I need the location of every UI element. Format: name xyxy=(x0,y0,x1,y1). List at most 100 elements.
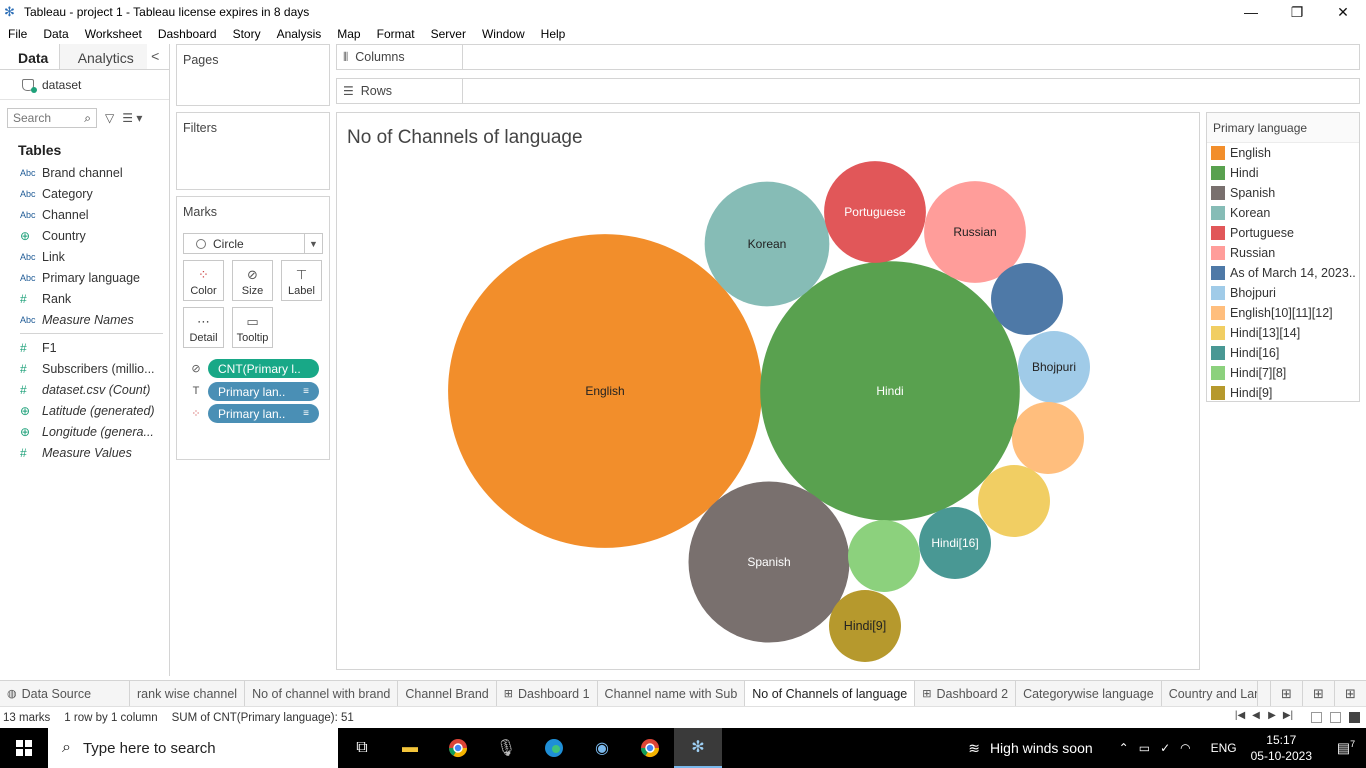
field-search-input[interactable] xyxy=(13,111,77,125)
field-item[interactable]: Abc Primary language xyxy=(0,267,169,288)
field-item[interactable]: # Measure Values xyxy=(0,442,169,463)
menu-map[interactable]: Map xyxy=(337,27,361,41)
collapse-pane-icon[interactable]: < xyxy=(151,48,160,64)
worksheet-view[interactable]: No of Channels of language English Hindi S… xyxy=(336,112,1200,670)
sheet-tab[interactable]: No of Channels of language xyxy=(745,681,916,706)
field-item[interactable]: Abc Link xyxy=(0,246,169,267)
field-item[interactable]: # Rank xyxy=(0,288,169,309)
bubble-bhojpuri[interactable] xyxy=(1018,331,1090,403)
legend-item[interactable]: Bhojpuri xyxy=(1207,283,1359,303)
chrome-icon-2[interactable] xyxy=(626,728,674,768)
menu-worksheet[interactable]: Worksheet xyxy=(84,27,142,41)
datasource-item[interactable]: dataset xyxy=(0,70,169,100)
first-sheet-icon[interactable]: |◀ xyxy=(1234,710,1246,721)
prev-sheet-icon[interactable]: ◀ xyxy=(1252,710,1260,721)
view-options-icon[interactable]: ☰ ▾ xyxy=(122,111,143,125)
sorter-view-icon[interactable] xyxy=(1330,712,1341,723)
bubble-hindi-16[interactable] xyxy=(919,507,991,579)
menu-story[interactable]: Story xyxy=(232,27,261,41)
sheet-tab[interactable]: ⊞ Dashboard 1 xyxy=(497,681,598,706)
field-item[interactable]: # F1 xyxy=(0,337,169,358)
legend-item[interactable]: Korean xyxy=(1207,203,1359,223)
tray-icons[interactable]: ⌃▭✓◠ xyxy=(1118,741,1201,755)
legend-item[interactable]: Hindi xyxy=(1207,163,1359,183)
filter-icon[interactable]: ▽ xyxy=(105,111,115,125)
menu-dashboard[interactable]: Dashboard xyxy=(157,27,217,41)
restore-button[interactable]: ❐ xyxy=(1290,3,1304,20)
next-sheet-icon[interactable]: ▶ xyxy=(1268,710,1276,721)
legend-item[interactable]: Portuguese xyxy=(1207,223,1359,243)
new-dashboard-icon[interactable]: ⊞ xyxy=(1302,681,1334,706)
columns-shelf[interactable]: ⦀ Columns xyxy=(336,44,1360,70)
field-item[interactable]: Abc Category xyxy=(0,183,169,204)
legend-item[interactable]: Hindi[16] xyxy=(1207,343,1359,363)
tab-analytics[interactable]: Analytics xyxy=(59,44,148,69)
menu-window[interactable]: Window xyxy=(481,27,525,41)
field-item[interactable]: ⊕ Country xyxy=(0,225,169,246)
bubble-russian[interactable] xyxy=(924,181,1026,283)
label-pill[interactable]: Primary lan.. ≡ xyxy=(208,382,319,401)
field-item[interactable]: ⊕ Latitude (generated) xyxy=(0,400,169,421)
sheet-tab[interactable]: ⊞ Dashboard 2 xyxy=(915,681,1017,706)
sheet-tab[interactable]: No of channel with brand xyxy=(245,681,399,706)
menu-data[interactable]: Data xyxy=(43,27,69,41)
label-button[interactable]: ⊤ Label xyxy=(281,260,322,301)
taskbar-search-box[interactable]: ⌕ Type here to search xyxy=(48,728,338,768)
bubble-english[interactable] xyxy=(448,234,762,548)
bubble-spanish[interactable] xyxy=(688,481,850,643)
field-item[interactable]: Abc Brand channel xyxy=(0,162,169,183)
sheet-tab[interactable]: Categorywise language xyxy=(1016,681,1162,706)
field-item[interactable]: # dataset.csv (Count) xyxy=(0,379,169,400)
language-indicator[interactable]: ENG xyxy=(1210,741,1237,755)
bubble-english-10-11-12[interactable] xyxy=(1012,402,1084,474)
last-sheet-icon[interactable]: ▶| xyxy=(1282,710,1294,721)
menu-server[interactable]: Server xyxy=(430,27,466,41)
mark-type-dropdown[interactable]: Circle ▼ xyxy=(183,233,323,254)
chrome-icon[interactable] xyxy=(434,728,482,768)
legend-item[interactable]: Hindi[13][14] xyxy=(1207,323,1359,343)
media-app-icon[interactable]: ◉ xyxy=(595,740,609,757)
bubble-hindi[interactable] xyxy=(760,261,1020,521)
bubble-hindi-7-8[interactable] xyxy=(848,520,920,592)
minimize-button[interactable]: — xyxy=(1244,4,1258,20)
sheet-tab[interactable]: Country and Lang xyxy=(1162,681,1258,706)
menu-help[interactable]: Help xyxy=(540,27,566,41)
size-pill[interactable]: CNT(Primary l.. xyxy=(208,359,319,378)
sheet-tab[interactable]: ◍ Data Source xyxy=(0,681,130,706)
edge-icon[interactable] xyxy=(530,728,578,768)
size-button[interactable]: ⊘ Size xyxy=(232,260,273,301)
legend-item[interactable]: English[10][11][12] xyxy=(1207,303,1359,323)
clock[interactable]: 15:17 05-10-2023 xyxy=(1251,732,1312,764)
pages-card[interactable]: Pages xyxy=(176,44,330,106)
sheet-tab[interactable]: Channel name with Sub xyxy=(598,681,746,706)
menu-file[interactable]: File xyxy=(8,27,28,41)
legend-item[interactable]: Russian xyxy=(1207,243,1359,263)
bubble-as-of-march-14-2023[interactable] xyxy=(991,263,1063,335)
weather-widget[interactable]: ≋ High winds soon xyxy=(968,740,1092,757)
file-explorer-icon[interactable]: ▬ xyxy=(402,739,418,756)
field-item[interactable]: Abc Channel xyxy=(0,204,169,225)
task-view-icon[interactable]: ⧉ xyxy=(356,739,368,756)
new-story-icon[interactable]: ⊞ xyxy=(1334,681,1366,706)
bubble-hindi-13-14[interactable] xyxy=(978,465,1050,537)
filters-card[interactable]: Filters xyxy=(176,112,330,190)
microphone-app-icon[interactable]: 🎙 xyxy=(495,740,517,757)
windows-start-button[interactable] xyxy=(0,728,48,768)
tab-data[interactable]: Data xyxy=(0,44,60,69)
menu-format[interactable]: Format xyxy=(376,27,415,41)
bubble-chart[interactable]: English Hindi Spanish Korean Portuguese Russi… xyxy=(337,113,1200,670)
legend-item[interactable]: Hindi[7][8] xyxy=(1207,363,1359,383)
legend-item[interactable]: As of March 14, 2023.. xyxy=(1207,263,1359,283)
notifications-icon[interactable]: ▤7 xyxy=(1336,739,1356,756)
sheet-tab[interactable]: rank wise channel xyxy=(130,681,246,706)
close-button[interactable]: ✕ xyxy=(1337,3,1349,20)
legend-item[interactable]: Spanish xyxy=(1207,183,1359,203)
filmstrip-view-icon[interactable] xyxy=(1311,712,1322,723)
color-pill[interactable]: Primary lan.. ≡ xyxy=(208,404,319,423)
bubble-hindi-9[interactable] xyxy=(829,590,901,662)
field-item[interactable]: # Subscribers (millio... xyxy=(0,358,169,379)
legend-item[interactable]: English xyxy=(1207,143,1359,163)
menu-analysis[interactable]: Analysis xyxy=(276,27,322,41)
rows-shelf[interactable]: ☰ Rows xyxy=(336,78,1360,104)
detail-button[interactable]: ⋯ Detail xyxy=(183,307,224,348)
